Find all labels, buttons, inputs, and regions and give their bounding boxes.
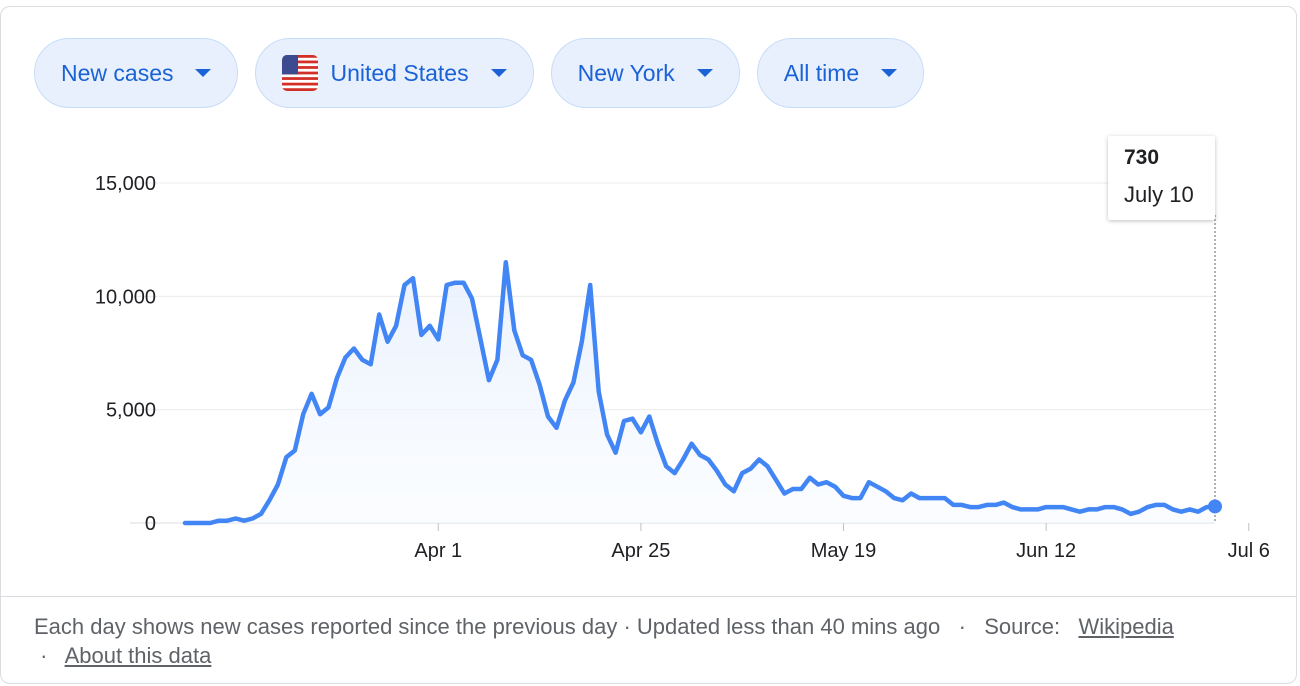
y-tick-label: 0 xyxy=(145,513,156,535)
series-area xyxy=(185,262,1215,523)
chart-footer: Each day shows new cases reported since … xyxy=(34,614,1174,668)
x-tick-label: Apr 1 xyxy=(414,540,462,562)
metric-dropdown-label: New cases xyxy=(61,59,174,86)
tooltip-value: 730 xyxy=(1124,146,1160,169)
chevron-down-icon xyxy=(195,69,212,77)
country-dropdown-label: United States xyxy=(330,59,469,86)
footer-updated: Updated less than 40 mins ago xyxy=(636,614,941,639)
hover-point xyxy=(1208,499,1222,514)
time-range-dropdown-label: All time xyxy=(783,59,860,86)
x-tick-label: May 19 xyxy=(811,540,877,562)
footer-source-label: Source: xyxy=(984,614,1061,639)
x-tick-label: Jun 12 xyxy=(1016,540,1076,562)
region-dropdown-label: New York xyxy=(577,59,675,86)
footer-description: Each day shows new cases reported since … xyxy=(34,614,618,639)
chevron-down-icon xyxy=(881,69,898,77)
about-this-data-link[interactable]: About this data xyxy=(64,643,212,668)
us-flag-icon xyxy=(282,55,319,91)
y-tick-label: 10,000 xyxy=(95,286,156,308)
metric-dropdown[interactable]: New cases xyxy=(34,38,239,108)
country-dropdown[interactable]: United States xyxy=(255,38,534,108)
cases-chart[interactable]: 0 5,000 10,000 15,000 Apr 1 Apr 25 May 19 Jun 1… xyxy=(0,0,1300,600)
chevron-down-icon xyxy=(490,69,507,77)
chevron-down-icon xyxy=(696,69,713,77)
x-tick-label: Jul 6 xyxy=(1228,540,1270,562)
series-line xyxy=(182,260,1218,526)
region-dropdown[interactable]: New York xyxy=(550,38,740,108)
time-range-dropdown[interactable]: All time xyxy=(756,38,925,108)
x-tick-label: Apr 25 xyxy=(611,540,670,562)
footer-divider xyxy=(0,596,1297,597)
covid-chart-card xyxy=(0,6,1297,684)
filter-bar: New cases United States New York All tim… xyxy=(34,38,925,108)
y-tick-label: 5,000 xyxy=(106,400,156,422)
chart-tooltip: 730 July 10 xyxy=(1108,136,1215,220)
y-tick-label: 15,000 xyxy=(95,173,156,195)
tooltip-date: July 10 xyxy=(1124,182,1194,207)
wikipedia-link[interactable]: Wikipedia xyxy=(1078,614,1174,639)
